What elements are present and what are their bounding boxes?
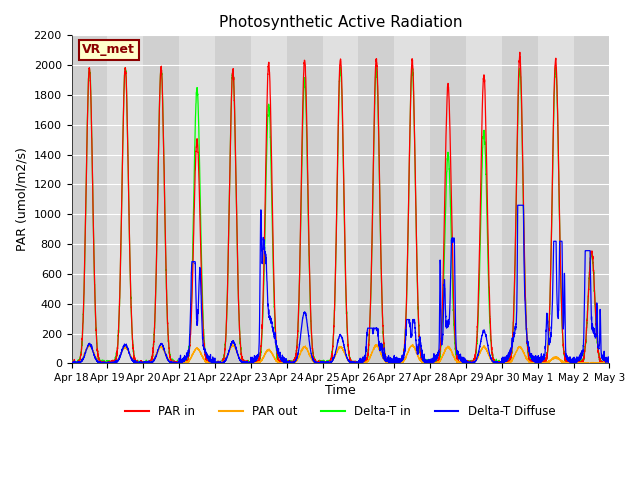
Bar [215, 36, 251, 363]
Bar [287, 36, 323, 363]
Y-axis label: PAR (umol/m2/s): PAR (umol/m2/s) [15, 147, 28, 252]
Bar [466, 36, 502, 363]
Bar [108, 36, 143, 363]
Bar [502, 36, 538, 363]
Bar [323, 36, 358, 363]
Text: VR_met: VR_met [83, 43, 135, 56]
Bar [430, 36, 466, 363]
Bar [179, 36, 215, 363]
Bar [538, 36, 573, 363]
Bar [358, 36, 394, 363]
Bar [394, 36, 430, 363]
X-axis label: Time: Time [325, 384, 356, 397]
Bar [573, 36, 609, 363]
Bar [251, 36, 287, 363]
Bar [143, 36, 179, 363]
Legend: PAR in, PAR out, Delta-T in, Delta-T Diffuse: PAR in, PAR out, Delta-T in, Delta-T Dif… [121, 401, 560, 423]
Title: Photosynthetic Active Radiation: Photosynthetic Active Radiation [219, 15, 462, 30]
Bar [72, 36, 108, 363]
